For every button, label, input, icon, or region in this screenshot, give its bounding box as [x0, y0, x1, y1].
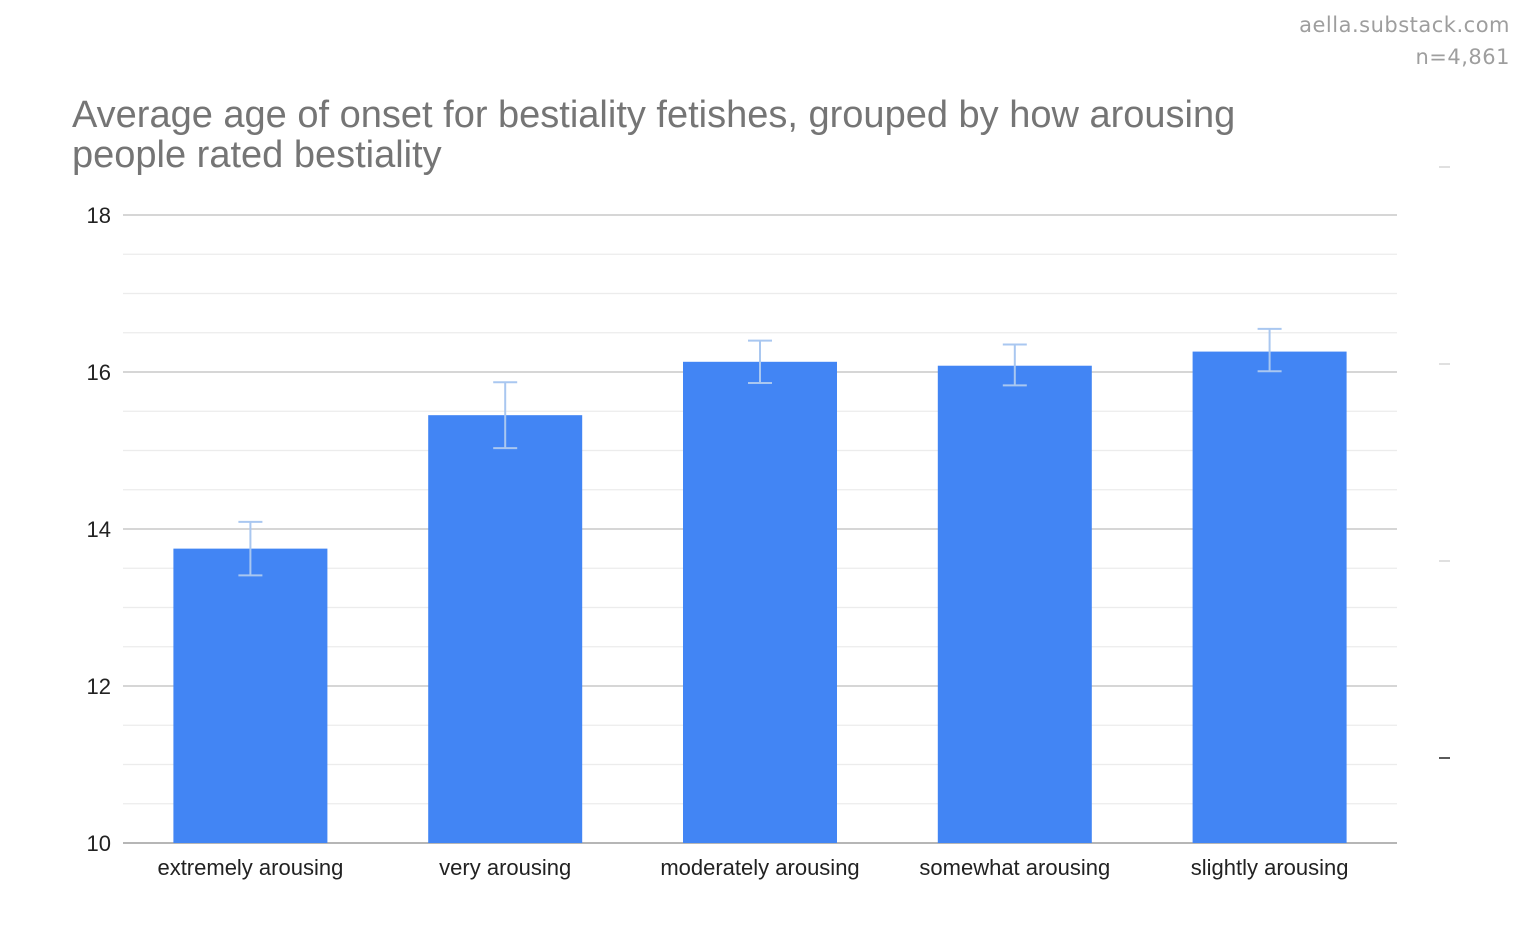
error-bars [238, 327, 1282, 577]
error-bar [493, 381, 518, 450]
x-category-label: somewhat arousing [919, 855, 1110, 880]
x-axis: extremely arousing very arousing moderatel… [157, 855, 1348, 880]
bar [937, 365, 1092, 843]
watermark-sample-size: n=4,861 [1415, 45, 1510, 69]
x-category-label: very arousing [439, 855, 571, 880]
bars [173, 351, 1347, 843]
y-tick-label: 12 [87, 674, 111, 699]
bar [173, 548, 328, 843]
error-bar [1257, 327, 1282, 373]
watermark: aella.substack.com n=4,861 [1299, 13, 1510, 69]
bar [683, 361, 837, 843]
chart-title-line-1: Average age of onset for bestiality feti… [72, 94, 1235, 136]
chart-title-line-2: people rated bestiality [72, 134, 442, 176]
y-tick-label: 10 [87, 831, 111, 856]
watermark-site: aella.substack.com [1299, 13, 1510, 37]
x-category-label: moderately arousing [660, 855, 859, 880]
right-edge-ticks [1439, 166, 1450, 759]
y-tick-label: 14 [87, 517, 111, 542]
y-tick-label: 18 [87, 203, 111, 228]
bar [428, 415, 583, 843]
bar [1192, 351, 1347, 843]
error-bar [238, 520, 263, 577]
error-bar [748, 339, 772, 384]
y-axis: 10 12 14 16 18 [87, 203, 111, 856]
x-category-label: extremely arousing [157, 855, 343, 880]
x-category-label: slightly arousing [1191, 855, 1349, 880]
y-tick-label: 16 [87, 360, 111, 385]
chart-title: Average age of onset for bestiality feti… [72, 94, 1235, 176]
error-bar [1002, 343, 1027, 387]
